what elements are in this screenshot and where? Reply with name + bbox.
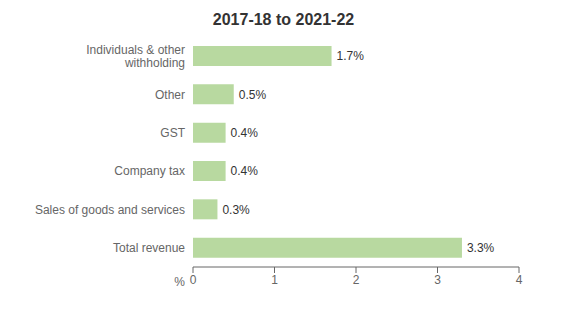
svg-text:GST: GST — [160, 126, 185, 140]
svg-text:0: 0 — [190, 273, 197, 287]
svg-text:1: 1 — [271, 273, 278, 287]
svg-text:4: 4 — [516, 273, 523, 287]
svg-text:0.3%: 0.3% — [222, 203, 250, 217]
svg-text:Company tax: Company tax — [114, 164, 185, 178]
svg-text:Other: Other — [155, 88, 185, 102]
svg-text:Total revenue: Total revenue — [113, 241, 185, 255]
svg-text:1.7%: 1.7% — [337, 49, 365, 63]
html-text:2017-18 to 2021-22: 2017-18 to 2021-22 — [212, 11, 355, 28]
svg-text:Individuals & otherwithholding: Individuals & otherwithholding — [86, 43, 185, 71]
svg-text:2: 2 — [353, 273, 360, 287]
svg-text:3.3%: 3.3% — [467, 241, 495, 255]
svg-text:%: % — [174, 275, 185, 289]
svg-text:0.4%: 0.4% — [231, 164, 259, 178]
svg-text:Sales of goods and services: Sales of goods and services — [35, 203, 185, 217]
svg-text:0.5%: 0.5% — [239, 88, 267, 102]
svg-text:3: 3 — [434, 273, 441, 287]
svg-text:0.4%: 0.4% — [231, 126, 259, 140]
